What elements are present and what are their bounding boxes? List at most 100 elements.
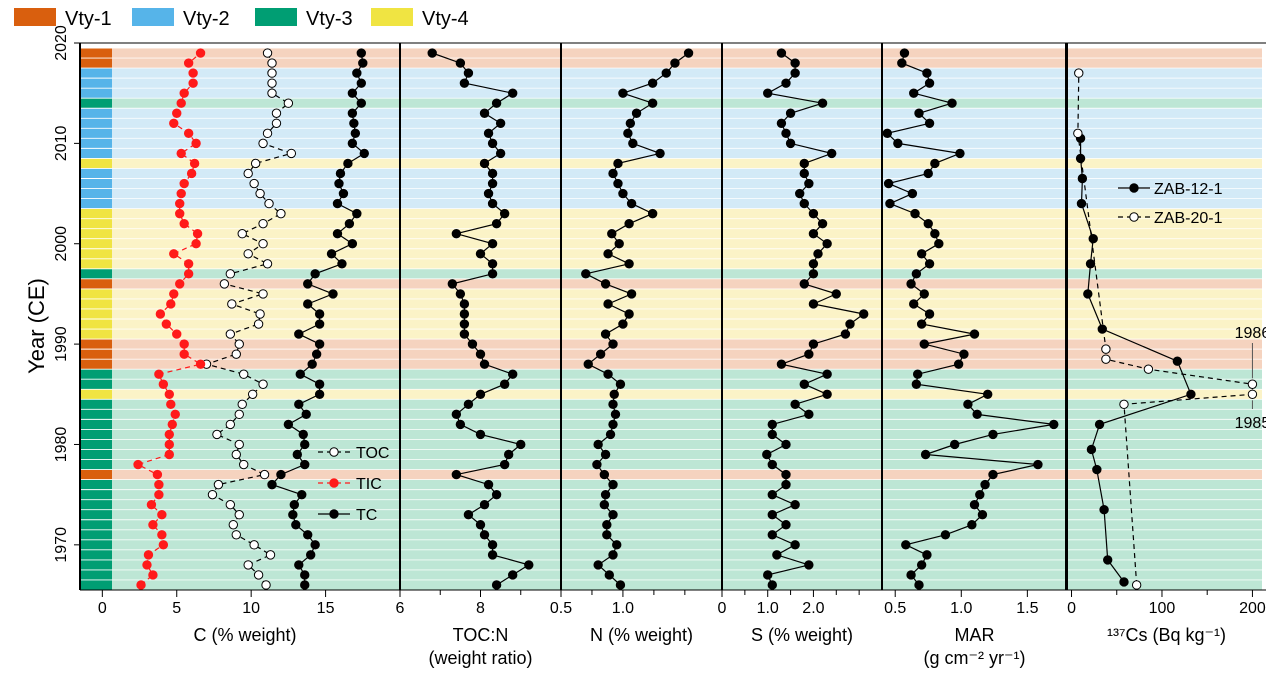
data-point-mar — [923, 218, 933, 229]
data-point-tic — [188, 68, 198, 78]
data-point-toc — [234, 339, 244, 349]
data-point-toc — [225, 419, 236, 430]
data-point-s — [827, 148, 837, 159]
data-point-s — [772, 550, 782, 560]
variety-strip-segment — [81, 479, 112, 590]
data-point-tic — [169, 118, 179, 128]
data-point-toc — [231, 349, 241, 359]
data-point-tc — [352, 68, 362, 78]
data-point-tic — [175, 279, 185, 289]
data-point-mar — [949, 439, 960, 450]
data-point-toc:n — [459, 78, 470, 88]
annotation-1986: 1986 — [1235, 325, 1266, 342]
data-point-tic — [183, 269, 194, 279]
data-point-tc — [347, 138, 358, 149]
data-point-n — [613, 158, 623, 169]
data-point-toc:n — [479, 530, 490, 540]
data-point-tic — [164, 429, 175, 440]
data-point-toc — [234, 439, 244, 450]
data-point-n — [631, 108, 642, 118]
data-point-tc — [305, 550, 316, 560]
data-point-tic — [142, 560, 152, 570]
data-point-toc:n — [451, 409, 462, 420]
data-point-mar — [897, 58, 907, 68]
x-tick-label-cs: 200 — [1239, 600, 1266, 617]
data-point-toc:n — [475, 429, 486, 440]
data-point-tic — [169, 249, 179, 259]
data-point-toc:n — [508, 369, 518, 379]
data-point-toc — [249, 540, 259, 550]
data-point-toc — [243, 560, 253, 570]
data-point-mar — [924, 259, 935, 269]
data-point-n — [618, 188, 628, 199]
legend-swatch-vty-2 — [132, 8, 174, 26]
data-point-n — [607, 228, 617, 239]
data-point-tc — [310, 540, 320, 550]
data-point-zab-12-1 — [1075, 153, 1086, 164]
data-point-zab-12-1 — [1099, 505, 1109, 515]
data-point-mar — [907, 188, 918, 199]
data-point-toc:n — [499, 379, 510, 389]
data-point-s — [763, 570, 773, 580]
x-axis-sublabel-mar: (g cm⁻² yr⁻¹) — [924, 648, 1026, 668]
data-point-toc:n — [463, 510, 474, 520]
data-point-tic — [152, 469, 163, 480]
data-point-n — [614, 239, 624, 249]
data-point-tc — [347, 88, 358, 98]
y-tick-label: 2010 — [53, 125, 70, 161]
data-point-tc — [347, 108, 358, 118]
data-point-n — [608, 550, 618, 560]
data-point-tc — [289, 499, 300, 510]
data-point-mar — [947, 98, 957, 108]
data-point-zab-12-1 — [1077, 173, 1088, 184]
data-point-toc — [258, 218, 268, 229]
data-point-s — [767, 530, 777, 540]
variety-band — [80, 108, 1262, 159]
data-point-tic — [176, 188, 186, 199]
data-point-s — [781, 469, 791, 480]
data-point-s — [776, 359, 787, 369]
data-point-toc:n — [475, 249, 486, 259]
data-point-n — [603, 299, 613, 309]
x-tick-label-carbon: 15 — [317, 600, 335, 617]
data-point-tic — [188, 78, 198, 88]
data-point-mar — [906, 570, 916, 580]
data-point-tc — [358, 58, 368, 68]
data-point-s — [808, 259, 819, 269]
data-point-tc — [359, 148, 369, 159]
data-point-tc — [294, 560, 304, 570]
data-point-mar — [963, 399, 973, 410]
legend-label-tic: TIC — [356, 476, 382, 493]
data-point-toc:n — [455, 58, 466, 68]
data-point-toc:n — [483, 188, 494, 199]
data-point-tic — [189, 158, 200, 169]
data-point-tc — [356, 98, 367, 108]
data-point-tic — [179, 178, 189, 189]
data-point-toc:n — [455, 289, 466, 299]
data-point-s — [804, 178, 814, 189]
data-point-toc — [239, 459, 249, 470]
data-point-toc — [225, 269, 236, 279]
data-point-mar — [988, 469, 998, 480]
data-point-toc:n — [447, 279, 458, 289]
data-point-n — [603, 369, 613, 379]
data-point-s — [817, 98, 828, 108]
data-point-mar — [885, 198, 895, 209]
data-point-tc — [314, 389, 325, 399]
y-tick-label: 1980 — [53, 427, 70, 463]
data-point-toc — [258, 138, 268, 149]
data-point-tc — [332, 198, 343, 209]
data-point-toc — [262, 48, 273, 58]
data-point-tc — [311, 349, 322, 359]
data-point-zab-12-1 — [1186, 389, 1196, 399]
data-point-s — [767, 489, 777, 500]
data-point-toc:n — [459, 329, 470, 339]
data-point-toc:n — [483, 479, 494, 490]
series-carbon-tc — [267, 48, 369, 590]
legend-label-zab-12-1: ZAB-12-1 — [1154, 181, 1223, 198]
data-point-tc — [300, 570, 310, 580]
data-point-s — [767, 580, 777, 590]
data-point-toc — [213, 479, 224, 490]
data-point-mar — [882, 128, 892, 139]
data-point-s — [804, 349, 814, 359]
